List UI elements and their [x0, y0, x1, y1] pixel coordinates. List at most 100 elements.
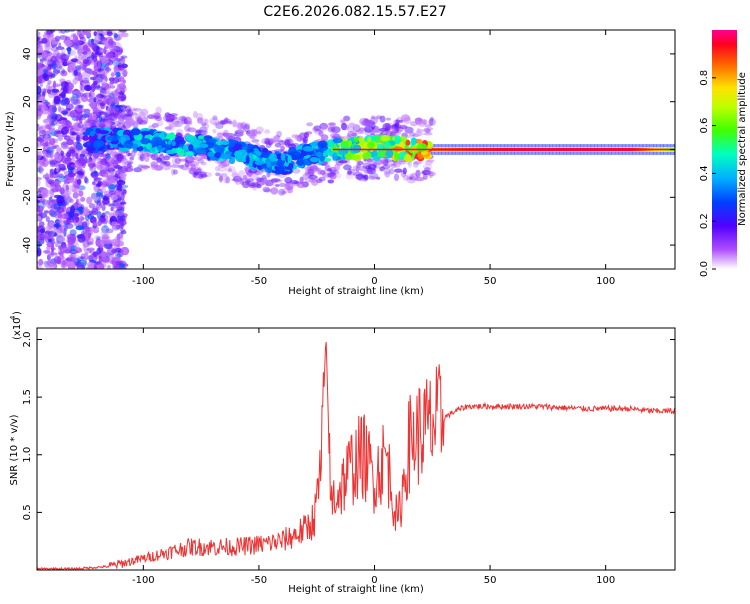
- heatmap-noise-blob: [58, 65, 63, 71]
- heatmap-halo-blob: [223, 118, 232, 123]
- heatmap-halo-blob: [261, 138, 271, 145]
- heatmap-halo-blob: [98, 123, 104, 127]
- heatmap-noise-blob: [37, 225, 46, 233]
- heatmap-halo-blob: [426, 159, 435, 163]
- heatmap-noise-blob: [61, 155, 66, 164]
- heatmap-band-cell: [639, 151, 644, 155]
- heatmap-band-cell: [545, 144, 550, 148]
- heatmap-noise-blob: [60, 54, 70, 61]
- heatmap-halo-blob: [224, 117, 229, 124]
- heatmap-noise-blob: [75, 198, 79, 206]
- heatmap-noise-blob: [87, 261, 94, 268]
- heatmap-noise-blob: [75, 65, 82, 70]
- heatmap-band-cell: [490, 144, 495, 148]
- heatmap-halo-blob: [395, 119, 400, 124]
- heatmap-noise-blob: [37, 45, 44, 54]
- heatmap-ridge-blob: [186, 134, 193, 140]
- heatmap-noise-blob: [75, 225, 85, 231]
- heatmap-band-cell: [566, 151, 571, 155]
- heatmap-noise-blob: [64, 30, 70, 33]
- heatmap-noise-blob: [120, 192, 125, 201]
- heatmap-halo-blob: [275, 184, 280, 187]
- heatmap-noise-blob: [59, 228, 65, 233]
- heatmap-noise-blob: [49, 168, 55, 173]
- heatmap-halo-blob: [364, 125, 375, 133]
- heatmap-noise-blob: [100, 73, 106, 80]
- heatmap-band-cell: [587, 151, 592, 155]
- heatmap-noise-blob: [72, 192, 79, 199]
- heatmap-noise-blob: [77, 122, 84, 129]
- heatmap-noise-blob: [51, 120, 58, 126]
- heatmap-ridge-blob: [332, 137, 343, 144]
- heatmap-ridge-blob: [145, 143, 151, 149]
- heatmap-x-label: Height of straight line (km): [288, 286, 424, 297]
- colorbar-tick-label: 0.0: [699, 261, 710, 277]
- heatmap-band-cell: [576, 151, 581, 155]
- heatmap-ridge-blob: [322, 152, 327, 157]
- heatmap-noise-blob: [42, 110, 51, 115]
- heatmap-noise-blob: [50, 73, 56, 79]
- heatmap-noise-blob: [69, 157, 76, 164]
- heatmap-halo-blob: [87, 159, 92, 164]
- heatmap-noise-blob: [88, 61, 97, 65]
- heatmap-ridge-blob: [322, 157, 332, 162]
- heatmap-noise-blob: [114, 76, 119, 83]
- heatmap-halo-blob: [417, 121, 427, 128]
- heatmap-band-cell: [538, 151, 543, 155]
- heatmap-ridge-blob: [367, 136, 372, 143]
- heatmap-halo-blob: [327, 168, 332, 172]
- heatmap-band-cell: [625, 144, 630, 148]
- heatmap-noise-blob: [56, 52, 62, 60]
- heatmap-noise-blob: [85, 211, 90, 216]
- heatmap-noise-blob: [37, 238, 43, 243]
- heatmap-halo-blob: [382, 158, 389, 167]
- heatmap-band-cell: [524, 144, 529, 148]
- heatmap-noise-blob: [56, 130, 65, 135]
- heatmap-halo-blob: [352, 171, 363, 176]
- heatmap-ridge-blob: [274, 169, 282, 175]
- heatmap-band-cell: [642, 144, 647, 148]
- heatmap-ridge-blob: [220, 153, 231, 160]
- heatmap-halo-blob: [92, 108, 101, 114]
- heatmap-halo-blob: [252, 129, 258, 137]
- heatmap-halo-blob: [157, 119, 164, 127]
- heatmap-noise-blob: [103, 220, 107, 229]
- heatmap-noise-blob: [43, 118, 50, 123]
- heatmap-halo-blob: [384, 160, 390, 165]
- heatmap-noise-blob: [43, 249, 51, 254]
- heatmap-band-cell: [531, 144, 536, 148]
- heatmap-halo-blob: [153, 115, 160, 119]
- heatmap-halo-blob: [379, 166, 386, 172]
- heatmap-halo-blob: [343, 164, 352, 171]
- heatmap-halo-blob: [362, 162, 373, 170]
- heatmap-noise-blob: [44, 141, 51, 147]
- heatmap-noise-blob: [85, 266, 94, 269]
- heatmap-noise-blob: [89, 261, 93, 268]
- snr-x-tick-label: -100: [132, 575, 155, 586]
- heatmap-ridge-blob: [266, 160, 271, 168]
- heatmap-band-cell: [663, 151, 668, 155]
- heatmap-noise-blob: [38, 221, 45, 228]
- heatmap-halo-blob: [143, 152, 150, 157]
- heatmap-halo-blob: [334, 163, 341, 171]
- heatmap-halo-blob: [370, 115, 376, 119]
- heatmap-band-cell: [503, 144, 508, 148]
- heatmap-ridge-blob: [394, 152, 400, 162]
- heatmap-noise-blob: [120, 70, 129, 75]
- heatmap-band-cell: [562, 151, 567, 155]
- heatmap-halo-blob: [201, 123, 210, 129]
- heatmap-noise-blob: [75, 113, 80, 122]
- heatmap-halo-blob: [274, 142, 282, 148]
- heatmap-noise-blob: [105, 228, 114, 234]
- heatmap-halo-blob: [296, 134, 303, 142]
- heatmap-halo-blob: [358, 166, 368, 172]
- heatmap-y-tick-label: 20: [22, 95, 33, 108]
- heatmap-band-cell: [590, 144, 595, 148]
- heatmap-halo-blob: [262, 186, 271, 193]
- heatmap-halo-blob: [199, 155, 208, 160]
- heatmap-band-cell: [479, 151, 484, 155]
- heatmap-noise-blob: [115, 252, 122, 259]
- heatmap-halo-blob: [227, 168, 233, 172]
- heatmap-noise-blob: [92, 181, 96, 186]
- heatmap-noise-blob: [77, 74, 83, 83]
